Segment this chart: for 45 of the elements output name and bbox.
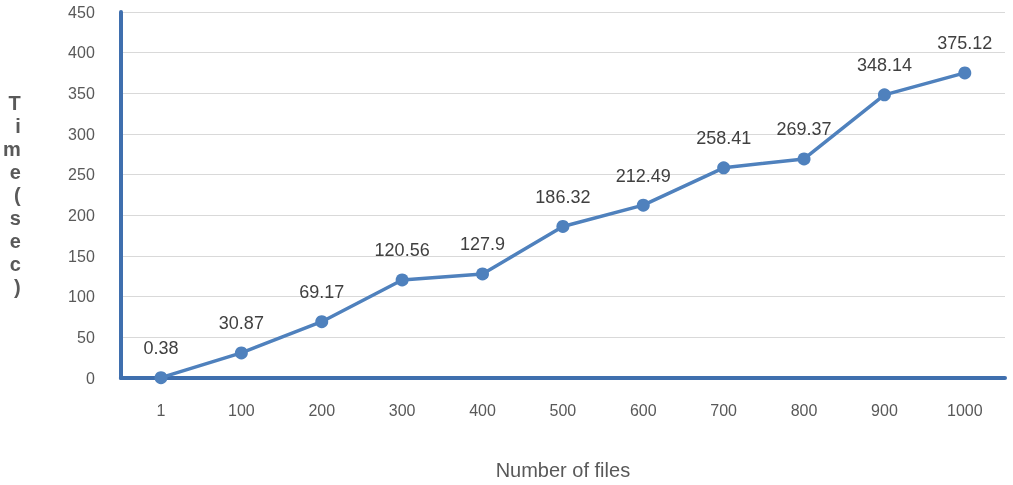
point xyxy=(234,346,248,360)
y-tick-label: 350 xyxy=(68,84,95,102)
x-axis-title: Number of files xyxy=(495,459,631,481)
data-label: 120.56 xyxy=(374,240,430,261)
x-tick-label: 1 xyxy=(156,401,166,419)
data-label: 258.41 xyxy=(696,128,752,149)
data-label: 127.9 xyxy=(459,234,506,255)
point xyxy=(797,152,811,166)
point xyxy=(315,315,329,329)
point xyxy=(395,273,409,287)
x-tick-label: 800 xyxy=(790,401,818,419)
x-tick-label: 400 xyxy=(469,401,496,419)
y-tick-label: 100 xyxy=(68,288,95,306)
data-label: 186.32 xyxy=(535,186,591,207)
x-tick-label: 100 xyxy=(228,401,255,419)
point xyxy=(556,219,570,233)
x-tick-label: 1000 xyxy=(947,401,983,419)
x-tick-label: 700 xyxy=(710,401,738,419)
x-tick-label: 300 xyxy=(388,401,416,419)
x-tick-label: 600 xyxy=(629,401,657,419)
y-tick-label: 300 xyxy=(68,125,95,143)
y-tick-label: 0 xyxy=(85,369,95,387)
text: Time(sec) xyxy=(2,92,21,298)
point xyxy=(476,267,490,281)
y-tick-label: 250 xyxy=(68,166,95,184)
point xyxy=(877,88,891,102)
data-label: 0.38 xyxy=(143,338,179,359)
y-tick-label: 150 xyxy=(68,247,95,265)
data-label: 69.17 xyxy=(299,282,345,303)
point xyxy=(636,198,650,212)
data-label: 375.12 xyxy=(937,33,993,54)
data-label: 30.87 xyxy=(218,313,264,334)
data-label: 212.49 xyxy=(615,165,671,186)
y-tick-label: 200 xyxy=(68,206,95,224)
x-tick-label: 900 xyxy=(871,401,898,419)
data-label: 269.37 xyxy=(776,119,832,140)
x-tick-label: 200 xyxy=(308,401,336,419)
y-tick-label: 400 xyxy=(68,44,95,62)
x-tick-label: 500 xyxy=(549,401,577,419)
data-label: 348.14 xyxy=(856,55,912,76)
y-tick-label: 450 xyxy=(68,3,95,21)
point xyxy=(717,161,731,175)
point xyxy=(958,66,972,80)
point xyxy=(154,371,168,385)
y-tick-label: 50 xyxy=(76,328,95,346)
